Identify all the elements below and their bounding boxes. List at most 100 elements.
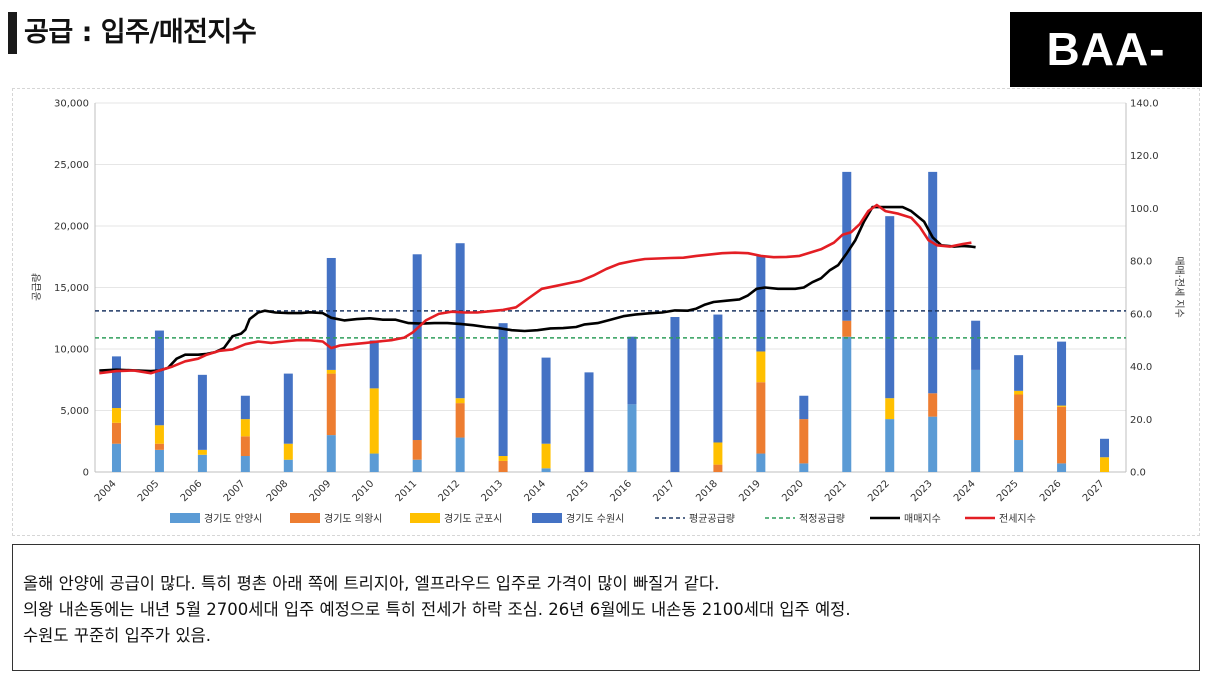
x-tick-label: 2020 [780, 478, 806, 504]
legend-anyang-swatch [170, 513, 200, 523]
bar-suwon [154, 330, 164, 426]
bar-gunpo [326, 369, 336, 374]
bar-anyang [154, 449, 164, 472]
commentary-line: 의왕 내손동에는 내년 5월 2700세대 입주 예정으로 특히 전세가 하락 … [23, 600, 851, 619]
bar-suwon [756, 255, 766, 352]
y-tick-label: 15,000 [54, 283, 89, 294]
bar-anyang [412, 459, 422, 472]
bar-suwon [412, 254, 422, 441]
x-tick-label: 2019 [737, 478, 763, 504]
bar-suwon [928, 171, 938, 394]
y-tick-label: 10,000 [54, 345, 89, 356]
bar-suwon [885, 216, 895, 399]
bar-suwon [326, 257, 336, 370]
bar-gunpo [455, 398, 465, 404]
bar-uiwang [455, 403, 465, 438]
bar-uiwang [1057, 406, 1067, 464]
bar-suwon [1057, 341, 1067, 406]
bar-gunpo [283, 443, 293, 460]
y2-tick-label: 80.0 [1130, 257, 1152, 268]
x-tick-label: 2023 [909, 478, 935, 504]
bar-suwon [197, 374, 207, 450]
jeonse-index-line [99, 203, 972, 375]
x-tick-label: 2004 [93, 478, 119, 504]
bar-uiwang [842, 320, 852, 337]
bar-suwon [369, 340, 379, 389]
bar-uiwang [928, 393, 938, 417]
y2-tick-label: 120.0 [1130, 151, 1159, 162]
x-tick-label: 2016 [608, 478, 634, 504]
x-tick-label: 2027 [1081, 478, 1107, 504]
bar-gunpo [154, 425, 164, 444]
bar-anyang [111, 443, 121, 472]
y-tick-label: 20,000 [54, 222, 89, 233]
bar-uiwang [154, 443, 164, 450]
chart-frame [12, 88, 1200, 536]
x-tick-label: 2014 [522, 478, 548, 504]
bar-anyang [799, 463, 809, 472]
bar-gunpo [240, 419, 250, 437]
bar-suwon [1100, 438, 1110, 458]
bar-anyang [283, 459, 293, 472]
bar-anyang [326, 435, 336, 472]
legend-suwon-label: 경기도 수원시 [566, 512, 624, 525]
y2-tick-label: 60.0 [1130, 309, 1152, 320]
bar-anyang [928, 416, 938, 472]
bar-gunpo [197, 449, 207, 455]
legend-sale-index-label: 매매지수 [904, 513, 941, 525]
x-tick-label: 2008 [265, 478, 291, 504]
legend-jeonse-index-label: 전세지수 [999, 513, 1036, 525]
bar-uiwang [326, 373, 336, 436]
y-tick-label: 0 [83, 468, 89, 479]
bar-suwon [670, 317, 680, 472]
legend-gunpo-label: 경기도 군포시 [444, 512, 502, 525]
bar-suwon [455, 243, 465, 399]
legend-anyang-label: 경기도 안양시 [204, 512, 262, 525]
x-tick-label: 2005 [136, 478, 162, 504]
legend-uiwang-swatch [290, 513, 320, 523]
x-tick-label: 2018 [694, 478, 720, 504]
y-tick-label: 5,000 [60, 406, 89, 417]
bar-anyang [885, 419, 895, 472]
bar-gunpo [111, 408, 121, 423]
y2-axis-label: 매매·전세 지수 [1173, 256, 1185, 318]
bar-uiwang [498, 460, 508, 472]
y2-tick-label: 0.0 [1130, 468, 1146, 479]
x-tick-label: 2026 [1038, 478, 1064, 504]
bar-uiwang [111, 422, 121, 444]
x-tick-label: 2011 [394, 478, 420, 504]
x-tick-label: 2022 [866, 478, 892, 504]
bar-gunpo [713, 442, 723, 465]
bar-uiwang [756, 382, 766, 454]
bar-uiwang [713, 464, 723, 472]
x-tick-label: 2013 [479, 478, 505, 504]
bar-suwon [1014, 355, 1024, 391]
bar-anyang [1014, 440, 1024, 472]
bar-gunpo [369, 388, 379, 454]
bar-suwon [283, 373, 293, 444]
bar-suwon [842, 171, 852, 321]
commentary-text: 올해 안양에 공급이 많다. 특히 평촌 아래 쪽에 트리지아, 엘프라우드 입… [23, 571, 851, 649]
bar-gunpo [756, 351, 766, 383]
page-title: 공급 : 입주/매전지수 [24, 17, 257, 48]
bar-uiwang [240, 436, 250, 457]
supply-index-chart: 공급량 매매·전세 지수 0 5,000 10,000 15,000 20,000 25,… [31, 99, 1185, 526]
sale-index-line [99, 205, 976, 373]
bar-gunpo [1100, 457, 1110, 472]
bar-suwon [498, 323, 508, 457]
bar-anyang [541, 468, 551, 472]
bar-anyang [756, 453, 766, 472]
legend-proper-supply-label: 적정공급량 [799, 513, 845, 525]
brand-logo-text: BAA- [1046, 23, 1166, 75]
bar-suwon [713, 314, 723, 443]
bar-anyang [842, 336, 852, 472]
legend-suwon-swatch [532, 513, 562, 523]
bar-gunpo [1057, 405, 1067, 407]
bar-anyang [1057, 463, 1067, 472]
x-tick-label: 2024 [952, 478, 978, 504]
bar-suwon [584, 372, 594, 472]
x-tick-label: 2012 [436, 478, 462, 504]
bar-gunpo [498, 456, 508, 461]
x-tick-label: 2006 [179, 478, 205, 504]
commentary-line: 수원도 꾸준히 입주가 있음. [23, 626, 211, 645]
